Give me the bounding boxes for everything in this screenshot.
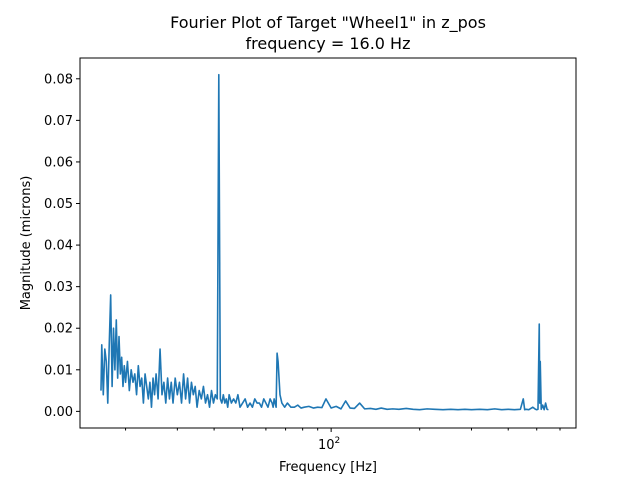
x-tick-exponent: 2 [335,436,341,446]
y-tick-label: 0.08 [44,72,73,87]
y-tick-label: 0.07 [44,114,73,129]
y-tick-label: 0.01 [44,363,73,378]
y-tick-label: 0.00 [44,405,73,420]
y-tick-label: 0.03 [44,280,73,295]
y-axis-label: Magnitude (microns) [19,176,34,311]
chart-title: Fourier Plot of Target "Wheel1" in z_pos [170,13,486,33]
series-line [100,73,549,411]
x-axis: 102 [125,428,561,453]
y-tick-label: 0.05 [44,197,73,212]
plot-frame [79,57,577,429]
x-tick-label: 102 [318,436,340,453]
chart-subtitle: frequency = 16.0 Hz [246,34,411,53]
x-axis-label: Frequency [Hz] [279,460,377,475]
y-tick-label: 0.02 [44,322,73,337]
y-axis: 0.00 0.01 0.02 0.03 0.04 0.05 0.06 0.07 0.08 [44,72,80,420]
y-tick-label: 0.06 [44,155,73,170]
plot-area [100,73,549,411]
x-tick-base: 10 [318,438,335,453]
y-tick-label: 0.04 [44,239,73,254]
